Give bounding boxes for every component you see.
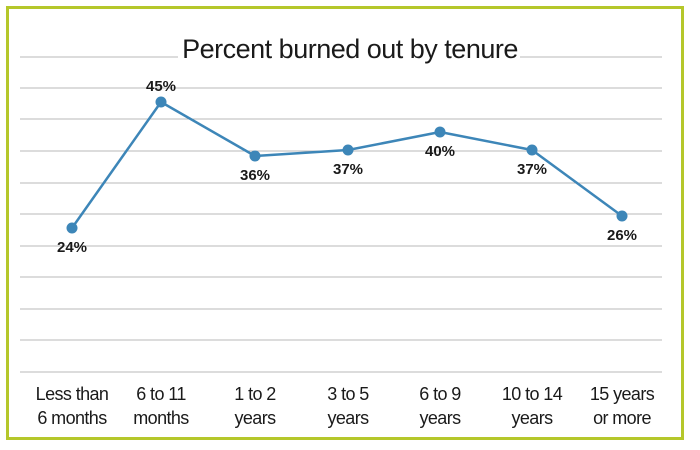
data-labels: 24% 45% 36% 37% 40% 37% 26%	[57, 78, 637, 256]
x-tick-line: years	[234, 408, 276, 428]
x-tick-line: 15 years	[590, 384, 655, 404]
chart-frame	[6, 6, 684, 440]
x-tick-label: 6 to 11 months	[133, 384, 189, 428]
data-label: 37%	[333, 161, 363, 178]
data-label: 36%	[240, 167, 270, 184]
data-point	[434, 126, 446, 138]
data-label: 24%	[57, 239, 87, 256]
x-tick-label: 10 to 14 years	[502, 384, 563, 428]
gridlines	[20, 56, 662, 373]
x-tick-line: years	[511, 408, 553, 428]
chart-title: Percent burned out by tenure	[182, 34, 518, 64]
x-tick-label: 15 years or more	[590, 384, 655, 428]
x-tick-line: 3 to 5	[327, 384, 369, 404]
x-tick-line: 1 to 2	[234, 384, 276, 404]
data-point	[526, 144, 538, 156]
title-backdrop	[178, 28, 520, 68]
x-tick-label: 3 to 5 years	[327, 384, 369, 428]
data-points	[66, 96, 628, 234]
data-point	[155, 96, 167, 108]
x-tick-line: years	[327, 408, 369, 428]
data-label: 37%	[517, 161, 547, 178]
x-tick-line: 6 to 11	[136, 384, 186, 404]
x-tick-line: years	[419, 408, 461, 428]
x-axis-ticks: Less than 6 months 6 to 11 months 1 to 2 year…	[36, 384, 656, 428]
data-point	[66, 222, 78, 234]
data-label: 26%	[607, 227, 637, 244]
data-point	[342, 144, 354, 156]
x-tick-line: or more	[593, 408, 651, 428]
x-tick-line: 10 to 14	[502, 384, 563, 404]
data-label: 40%	[425, 143, 455, 160]
data-point	[249, 150, 261, 162]
data-label: 45%	[146, 78, 176, 95]
data-point	[616, 210, 628, 222]
x-tick-line: Less than	[36, 384, 109, 404]
x-tick-label: 1 to 2 years	[234, 384, 276, 428]
x-tick-label: 6 to 9 years	[419, 384, 461, 428]
x-tick-label: Less than 6 months	[36, 384, 109, 428]
x-tick-line: months	[133, 408, 189, 428]
x-tick-line: 6 months	[37, 408, 107, 428]
x-tick-line: 6 to 9	[419, 384, 461, 404]
